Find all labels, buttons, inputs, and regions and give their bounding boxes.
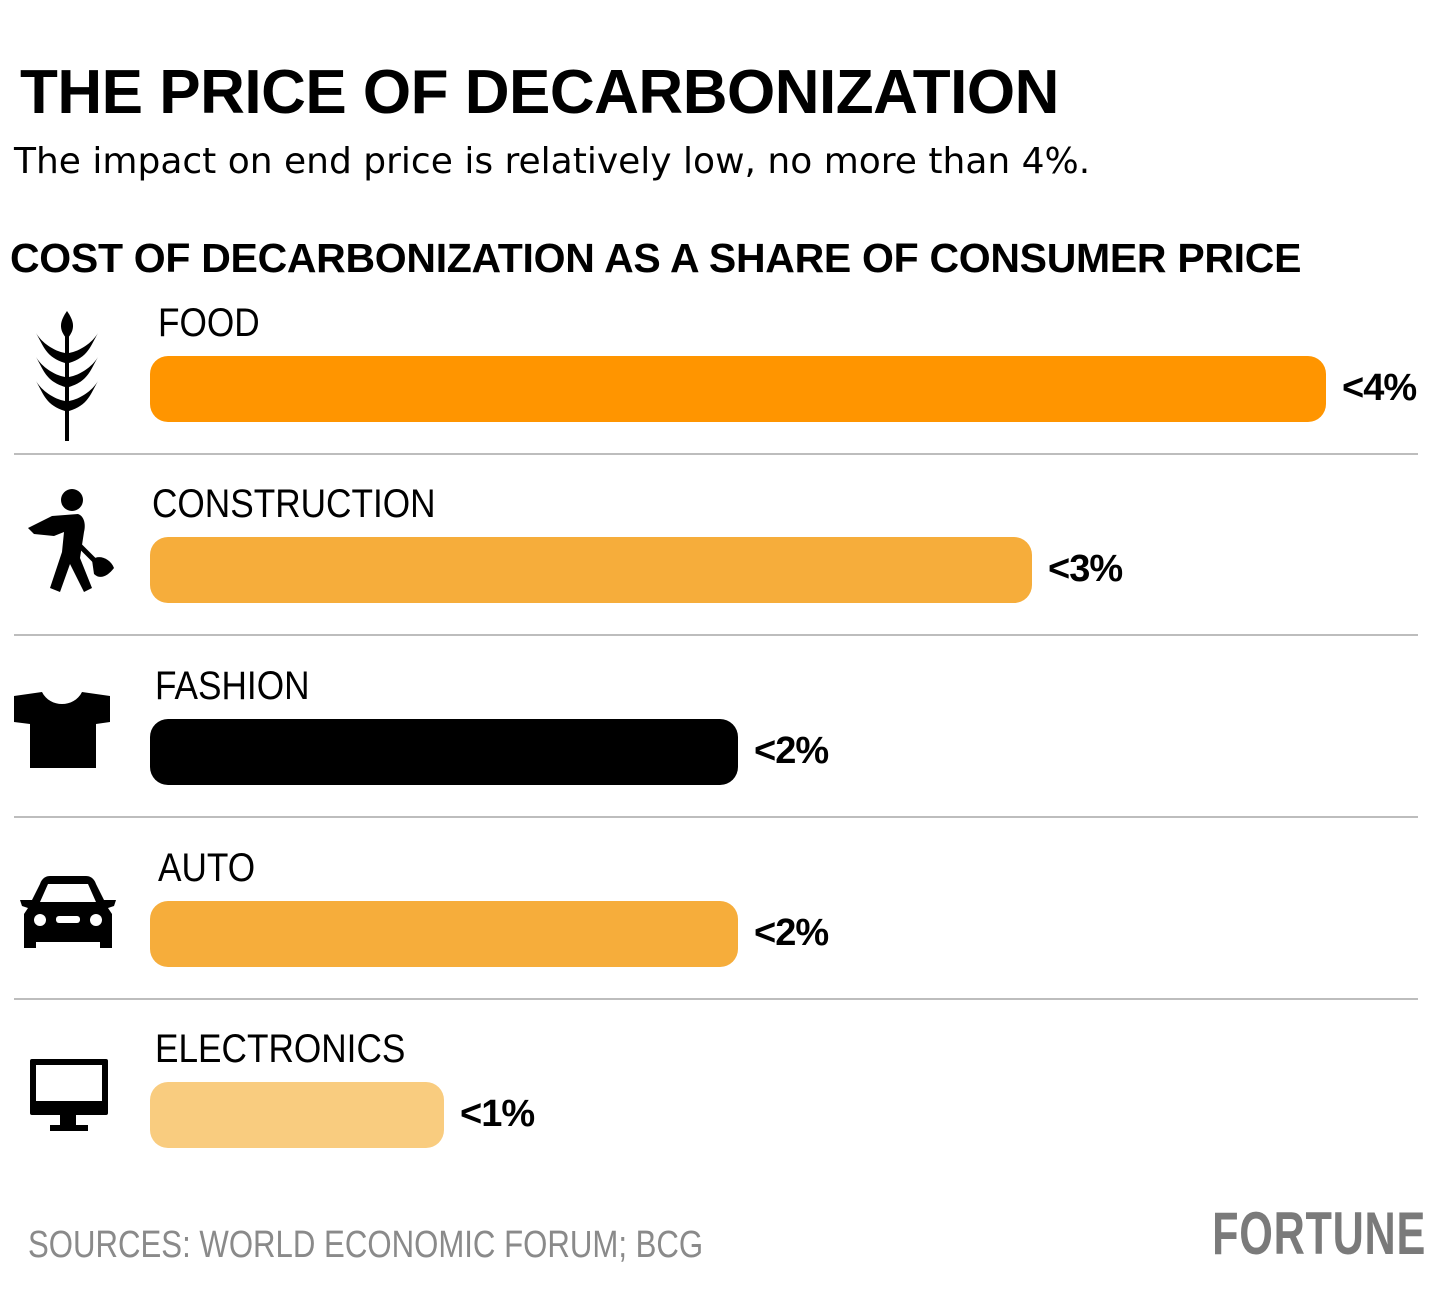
- bar-construction: [150, 537, 1032, 603]
- wheat-icon: [32, 311, 102, 446]
- fortune-logo: FORTUNE: [1212, 1200, 1426, 1267]
- bar-electronics: [150, 1082, 444, 1148]
- category-label: AUTO: [158, 846, 256, 890]
- value-label: <4%: [1342, 367, 1417, 409]
- value-label: <3%: [1048, 548, 1123, 590]
- tshirt-icon: [14, 690, 110, 775]
- bar-row-construction: CONSTRUCTION <3%: [0, 484, 1440, 666]
- car-icon: [18, 874, 118, 957]
- bar-row-food: FOOD <4%: [0, 303, 1440, 485]
- monitor-icon: [30, 1059, 108, 1139]
- row-divider: [14, 998, 1418, 1000]
- bar-row-auto: AUTO <2%: [0, 848, 1440, 1030]
- bar-row-electronics: ELECTRONICS <1%: [0, 1029, 1440, 1211]
- category-label: ELECTRONICS: [155, 1027, 406, 1071]
- row-divider: [14, 453, 1418, 455]
- page-subtitle: The impact on end price is relatively lo…: [14, 141, 1091, 182]
- bar-auto: [150, 901, 738, 967]
- category-label: CONSTRUCTION: [152, 482, 436, 526]
- bar-fashion: [150, 719, 738, 785]
- source-note: SOURCES: WORLD ECONOMIC FORUM; BCG: [28, 1224, 704, 1266]
- category-label: FOOD: [158, 301, 260, 345]
- chart-title: COST OF DECARBONIZATION AS A SHARE OF CO…: [10, 235, 1302, 281]
- value-label: <2%: [754, 730, 829, 772]
- value-label: <1%: [460, 1093, 535, 1135]
- row-divider: [14, 816, 1418, 818]
- row-divider: [14, 634, 1418, 636]
- bar-row-fashion: FASHION <2%: [0, 666, 1440, 848]
- worker-shovel-icon: [22, 488, 117, 608]
- bar-food: [150, 356, 1326, 422]
- page-title: THE PRICE OF DECARBONIZATION: [20, 58, 1059, 127]
- category-label: FASHION: [155, 664, 310, 708]
- value-label: <2%: [754, 912, 829, 954]
